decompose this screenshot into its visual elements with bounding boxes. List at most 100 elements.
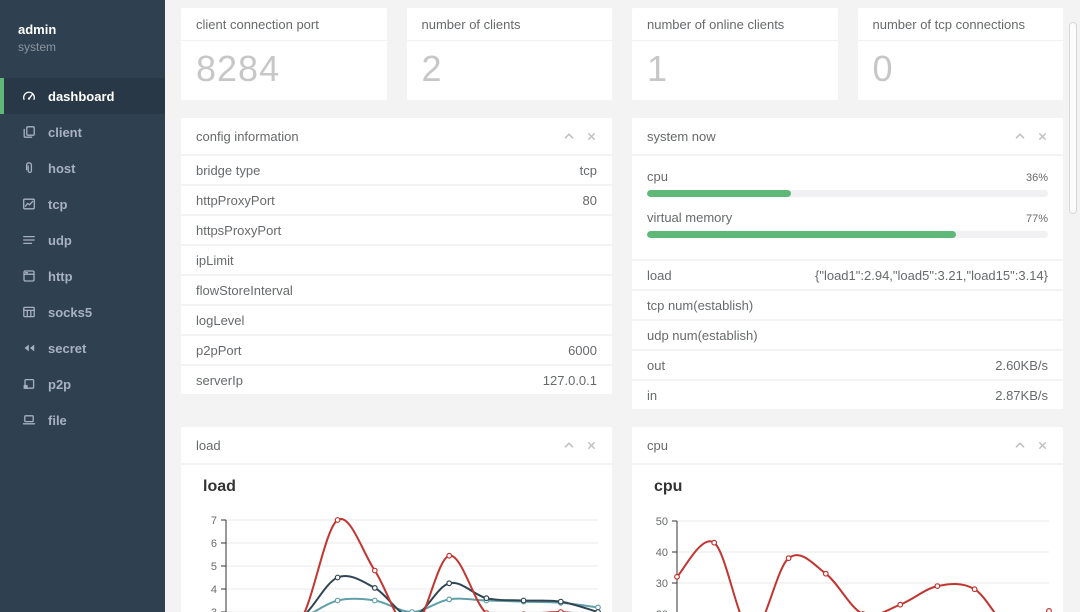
stat-card-title: client connection port — [181, 8, 387, 41]
table-row: p2pPort 6000 — [181, 336, 612, 364]
svg-text:50: 50 — [656, 516, 668, 528]
panel-title: system now — [647, 128, 716, 144]
sidebar-item-secret[interactable]: secret — [0, 330, 165, 366]
table-row: flowStoreInterval — [181, 276, 612, 304]
user-role: system — [18, 40, 57, 54]
load-chart-canvas: 7 6 5 4 3 — [211, 515, 601, 612]
system-panel: system now cpu 36% virtual memory 77% — [632, 118, 1063, 409]
panel-row-top: config information bridge type tcp httpP… — [181, 118, 1063, 409]
main-content: client connection port 8284 number of cl… — [165, 0, 1080, 612]
row-value: 2.87KB/s — [995, 387, 1048, 403]
sidebar-item-file[interactable]: file — [0, 402, 165, 438]
svg-text:5: 5 — [211, 561, 217, 573]
svg-text:30: 30 — [656, 578, 668, 590]
svg-text:6: 6 — [211, 538, 217, 550]
load-chart-panel: load load 7 6 5 4 3 — [181, 427, 612, 612]
load-chart-panel-header: load — [181, 427, 612, 463]
progress-fill — [647, 190, 792, 197]
panel-tools — [1014, 439, 1048, 451]
sidebar-item-udp[interactable]: udp — [0, 222, 165, 258]
system-rows: load {"load1":2.94,"load5":3.21,"load15"… — [632, 261, 1063, 409]
row-value: 6000 — [568, 342, 597, 358]
sidebar-item-http[interactable]: http — [0, 258, 165, 294]
sidebar-item-host[interactable]: host — [0, 150, 165, 186]
sidebar-item-socks5[interactable]: socks5 — [0, 294, 165, 330]
row-label: tcp num(establish) — [647, 297, 754, 313]
host-icon — [22, 161, 36, 175]
table-row: httpProxyPort 80 — [181, 186, 612, 214]
secret-icon — [22, 341, 36, 355]
row-value: tcp — [579, 162, 597, 178]
svg-text:40: 40 — [656, 547, 668, 559]
sidebar-item-p2p[interactable]: p2p — [0, 366, 165, 402]
progress-item: virtual memory 77% — [647, 210, 1048, 238]
progress-percent: 77% — [1025, 213, 1048, 225]
config-panel: config information bridge type tcp httpP… — [181, 118, 612, 394]
table-row: in 2.87KB/s — [632, 381, 1063, 409]
row-value: 2.60KB/s — [995, 357, 1048, 373]
close-icon[interactable] — [586, 440, 597, 451]
row-label: serverIp — [196, 372, 243, 388]
system-progress: cpu 36% virtual memory 77% — [632, 156, 1063, 259]
table-row: bridge type tcp — [181, 156, 612, 184]
stat-card: client connection port 8284 — [181, 8, 387, 100]
client-icon — [22, 125, 36, 139]
row-label: out — [647, 357, 666, 373]
progress-label: virtual memory — [647, 210, 733, 225]
table-row: out 2.60KB/s — [632, 351, 1063, 379]
sidebar-item-client[interactable]: client — [0, 114, 165, 150]
progress-fill — [647, 231, 956, 238]
stat-card-value: 1 — [647, 48, 669, 89]
chart-title: cpu — [654, 478, 683, 495]
http-icon — [22, 269, 36, 283]
user-block: admin system — [0, 0, 165, 54]
chart-title: load — [203, 478, 236, 495]
row-label: httpsProxyPort — [196, 222, 282, 238]
file-icon — [22, 413, 36, 427]
load-chart-body: load 7 6 5 4 3 — [181, 465, 612, 612]
panel-tools — [563, 130, 597, 142]
dashboard-icon — [22, 89, 36, 103]
stat-card: number of online clients 1 — [632, 8, 838, 100]
row-label: ipLimit — [196, 252, 234, 268]
collapse-icon[interactable] — [1014, 130, 1026, 142]
system-panel-header: system now — [632, 118, 1063, 154]
cpu-chart-panel: cpu cpu 50 40 30 20 — [632, 427, 1063, 612]
sidebar-item-dashboard[interactable]: dashboard — [0, 78, 165, 114]
cpu-chart-canvas: 50 40 30 20 — [656, 516, 1052, 612]
close-icon[interactable] — [1037, 131, 1048, 142]
sidebar-nav: dashboard client host tcp udp http socks… — [0, 78, 165, 438]
stat-card: number of clients 2 — [406, 8, 612, 100]
row-label: p2pPort — [196, 342, 242, 358]
collapse-icon[interactable] — [1014, 439, 1026, 451]
row-label: load — [647, 267, 672, 283]
panel-title: load — [196, 437, 221, 453]
svg-text:7: 7 — [211, 515, 217, 527]
row-label: bridge type — [196, 162, 261, 178]
sidebar-item-tcp[interactable]: tcp — [0, 186, 165, 222]
stat-card-title: number of online clients — [632, 8, 838, 41]
close-icon[interactable] — [1037, 440, 1048, 451]
stat-card-value: 2 — [421, 48, 443, 89]
panel-tools — [563, 439, 597, 451]
p2p-icon — [22, 377, 36, 391]
collapse-icon[interactable] — [563, 439, 575, 451]
table-row: serverIp 127.0.0.1 — [181, 366, 612, 394]
table-row: tcp num(establish) — [632, 291, 1063, 319]
config-panel-header: config information — [181, 118, 612, 154]
sidebar: admin system dashboard client host tcp u… — [0, 0, 165, 612]
scrollbar-thumb[interactable] — [1069, 22, 1077, 214]
collapse-icon[interactable] — [563, 130, 575, 142]
panel-row-charts: load load 7 6 5 4 3 cpu — [181, 427, 1063, 612]
table-row: load {"load1":2.94,"load5":3.21,"load15"… — [632, 261, 1063, 289]
stat-card-value: 8284 — [196, 48, 281, 89]
table-row: ipLimit — [181, 246, 612, 274]
stat-card-title: number of tcp connections — [857, 8, 1063, 41]
panel-title: cpu — [647, 437, 668, 453]
progress-track — [647, 190, 1048, 197]
tcp-icon — [22, 197, 36, 211]
svg-text:3: 3 — [211, 607, 217, 612]
close-icon[interactable] — [586, 131, 597, 142]
row-label: flowStoreInterval — [196, 282, 293, 298]
